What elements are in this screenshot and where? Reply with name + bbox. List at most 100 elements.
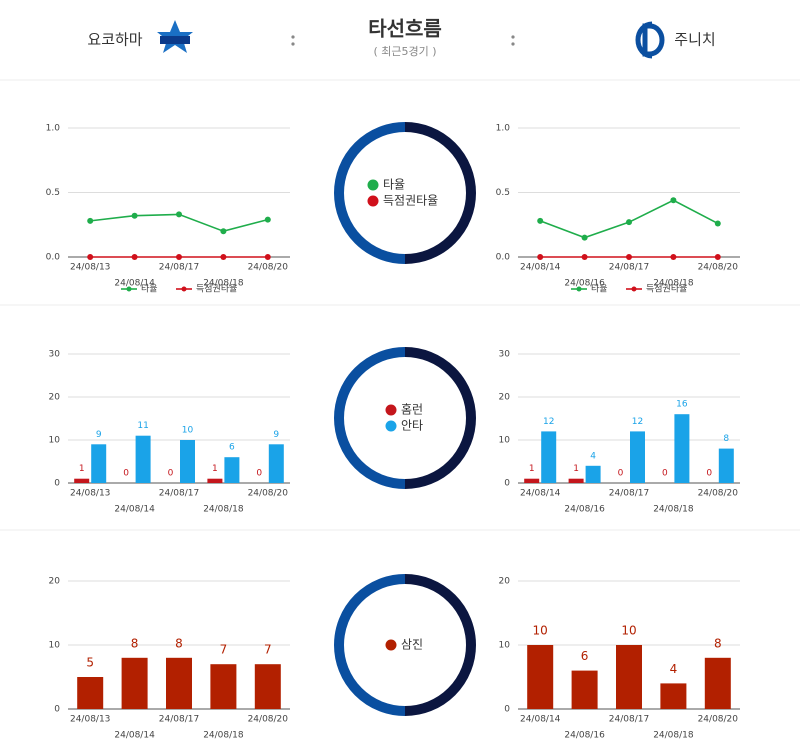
data-label: 0 — [123, 469, 129, 479]
legend-marker — [181, 286, 187, 292]
point — [537, 254, 544, 260]
bar — [571, 670, 598, 709]
home-logo — [157, 20, 193, 53]
point — [714, 254, 721, 260]
x-tick-label: 24/08/18 — [653, 731, 694, 741]
legend-label: 홈런 — [401, 403, 423, 417]
y-tick-label: 30 — [49, 350, 61, 360]
data-label: 1 — [529, 464, 535, 474]
point — [581, 234, 588, 241]
y-tick-label: 0 — [504, 479, 510, 489]
x-tick-label: 24/08/14 — [114, 505, 155, 515]
bar — [210, 664, 237, 709]
x-tick-label: 24/08/17 — [159, 715, 199, 725]
point — [626, 254, 632, 260]
legend-marker — [367, 179, 379, 191]
legend-marker — [385, 639, 397, 651]
x-tick-label: 24/08/14 — [520, 263, 561, 273]
y-tick-label: 20 — [499, 577, 511, 587]
data-label: 11 — [137, 421, 148, 431]
separator-dots — [291, 35, 515, 46]
y-tick-label: 1.0 — [496, 124, 511, 134]
data-label: 4 — [590, 451, 596, 461]
bar — [166, 657, 192, 709]
x-tick-label: 24/08/13 — [70, 489, 110, 499]
bar — [254, 664, 281, 709]
data-label: 10 — [621, 624, 636, 638]
data-label: 12 — [543, 417, 554, 427]
legend-label: 득점권타율 — [196, 283, 237, 295]
data-label: 9 — [273, 430, 279, 440]
bar — [568, 478, 584, 483]
x-tick-label: 24/08/16 — [564, 731, 605, 741]
y-tick-label: 20 — [499, 393, 511, 403]
legend-label: 삼진 — [401, 638, 423, 652]
point — [131, 254, 138, 260]
x-tick-label: 24/08/13 — [70, 263, 110, 273]
data-label: 6 — [581, 649, 589, 663]
y-tick-label: 30 — [499, 350, 511, 360]
donut-right — [404, 347, 476, 489]
point — [220, 254, 227, 260]
bar — [180, 440, 195, 483]
data-label: 7 — [264, 643, 272, 657]
data-label: 1 — [79, 464, 85, 474]
bar — [527, 645, 554, 709]
x-tick-label: 24/08/20 — [698, 489, 739, 499]
donut-left — [334, 347, 406, 489]
x-tick-label: 24/08/16 — [564, 505, 605, 515]
x-tick-label: 24/08/17 — [609, 263, 649, 273]
donut-left — [334, 574, 406, 716]
data-label: 5 — [86, 656, 94, 670]
x-tick-label: 24/08/14 — [114, 279, 155, 289]
x-tick-label: 24/08/20 — [698, 715, 739, 725]
bar — [91, 444, 107, 483]
y-tick-label: 0 — [54, 705, 60, 715]
x-tick-label: 24/08/14 — [114, 731, 155, 741]
data-label: 6 — [229, 443, 235, 453]
x-tick-label: 24/08/20 — [248, 489, 289, 499]
legend-label: 타율 — [591, 284, 608, 295]
bar — [616, 645, 642, 709]
y-tick-label: 20 — [49, 393, 61, 403]
legend-marker — [385, 404, 397, 416]
legend-marker — [126, 286, 132, 292]
point — [87, 254, 94, 260]
data-label: 8 — [723, 434, 729, 444]
x-tick-label: 24/08/20 — [698, 263, 739, 273]
data-label: 0 — [256, 469, 262, 479]
away-team: 주니치 — [674, 31, 715, 49]
y-tick-label: 0.0 — [46, 253, 61, 263]
x-tick-label: 24/08/18 — [203, 731, 244, 741]
point — [176, 211, 182, 218]
legend-label: 타율 — [141, 284, 158, 295]
legend-marker — [367, 195, 379, 207]
y-tick-label: 0 — [504, 705, 510, 715]
point — [220, 228, 227, 235]
bar — [74, 478, 90, 483]
x-tick-label: 24/08/16 — [564, 279, 605, 289]
legend-marker — [385, 420, 397, 432]
x-tick-label: 24/08/18 — [203, 505, 244, 515]
point — [581, 254, 588, 260]
data-label: 7 — [220, 643, 228, 657]
data-label: 8 — [131, 636, 139, 650]
data-label: 12 — [632, 417, 643, 427]
point — [670, 197, 677, 204]
y-tick-label: 0.5 — [496, 188, 510, 198]
data-label: 4 — [670, 662, 678, 676]
x-tick-label: 24/08/17 — [159, 489, 199, 499]
bar — [268, 444, 284, 483]
data-label: 10 — [182, 426, 194, 436]
y-tick-label: 10 — [499, 641, 511, 651]
data-label: 8 — [175, 636, 183, 650]
x-tick-label: 24/08/20 — [248, 263, 289, 273]
away-logo — [635, 21, 665, 59]
point — [176, 254, 182, 260]
data-label: 16 — [676, 400, 688, 410]
bar — [135, 435, 151, 483]
data-label: 0 — [706, 469, 712, 479]
x-tick-label: 24/08/20 — [248, 715, 289, 725]
bar — [585, 465, 601, 483]
